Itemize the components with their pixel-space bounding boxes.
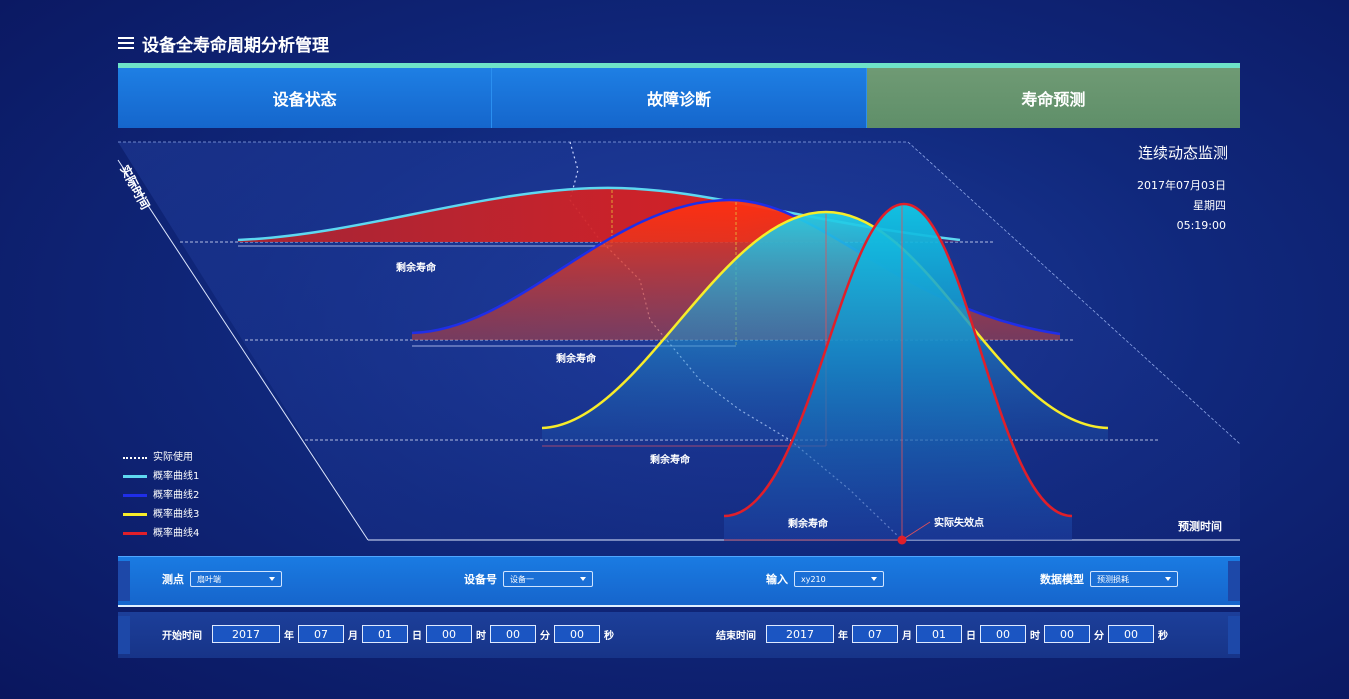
measure-point-label: 测点 [162,573,184,586]
legend-label: 实际使用 [153,452,193,463]
legend-label: 概率曲线1 [153,471,200,482]
hour-unit: 时 [476,630,486,642]
end-minute-input[interactable]: 00 [1044,625,1090,643]
tab-life-prediction[interactable]: 寿命预测 [866,68,1240,128]
end-time-row: 结束时间 2017 年 07 月 01 日 00 时 00 分 00 秒 [716,625,1168,643]
chevron-down-icon [1165,577,1171,581]
second-unit: 秒 [1158,630,1168,642]
chevron-down-icon [580,577,586,581]
second-unit: 秒 [604,630,614,642]
year-unit: 年 [838,630,848,642]
chart-legend: 实际使用 概率曲线1 概率曲线2 概率曲线3 概率曲线4 [123,448,199,543]
control-bar: 测点 扇叶端 设备号 设备一 输入 xy210 数据模型 预测损耗 [118,556,1240,607]
device-no-select[interactable]: 设备一 [503,571,593,587]
input-control: 输入 xy210 [766,571,884,587]
chevron-down-icon [871,577,877,581]
start-time-row: 开始时间 2017 年 07 月 01 日 00 时 00 分 00 秒 [162,625,614,643]
x-axis-label: 预测时间 [1178,519,1222,533]
curve-4 [723,202,1073,518]
day-unit: 日 [412,630,422,642]
legend-item-actual: 实际使用 [123,448,199,467]
legend-swatch [123,456,147,459]
measure-point-control: 测点 扇叶端 [162,571,282,587]
input-value: xy210 [801,574,826,584]
hour-unit: 时 [1030,630,1040,642]
curve-3 [541,210,1109,430]
start-day-input[interactable]: 01 [362,625,408,643]
device-no-value: 设备一 [510,574,534,584]
tab-bar: 设备状态 故障诊断 寿命预测 [118,68,1240,128]
remaining-life-label-1: 剩余寿命 [396,261,437,274]
tab-fault-diagnosis[interactable]: 故障诊断 [492,68,867,128]
data-model-select[interactable]: 预测损耗 [1090,571,1178,587]
failure-point-marker[interactable] [897,535,907,545]
data-model-value: 预测损耗 [1097,574,1129,584]
start-year-input[interactable]: 2017 [212,625,280,643]
app-header: 设备全寿命周期分析管理 [118,28,329,58]
remaining-life-label-2: 剩余寿命 [556,352,597,365]
device-no-label: 设备号 [464,573,497,586]
failure-point-label: 实际失效点 [934,516,984,529]
legend-swatch [123,475,147,478]
monitor-time: 05:19:00 [1176,219,1226,232]
data-model-control: 数据模型 预测损耗 [1040,571,1178,587]
legend-swatch [123,513,147,516]
month-unit: 月 [902,630,912,642]
legend-item-curve-4: 概率曲线4 [123,524,199,543]
page-title: 设备全寿命周期分析管理 [142,35,329,56]
start-month-input[interactable]: 07 [298,625,344,643]
month-unit: 月 [348,630,358,642]
accent-line [118,63,1240,68]
monitor-datetime: 2017年07月03日 星期四 05:19:00 [1100,176,1226,236]
remaining-life-label-3: 剩余寿命 [650,453,691,466]
start-minute-input[interactable]: 00 [490,625,536,643]
legend-item-curve-2: 概率曲线2 [123,486,199,505]
failure-point-leader [901,521,931,541]
start-second-input[interactable]: 00 [554,625,600,643]
end-second-input[interactable]: 00 [1108,625,1154,643]
legend-item-curve-1: 概率曲线1 [123,467,199,486]
legend-swatch [123,494,147,497]
end-year-input[interactable]: 2017 [766,625,834,643]
tab-device-status[interactable]: 设备状态 [118,68,493,128]
legend-label: 概率曲线4 [153,528,200,539]
remaining-life-label-4: 剩余寿命 [788,517,829,530]
y-axis-line [117,159,369,541]
end-month-input[interactable]: 07 [852,625,898,643]
monitor-title: 连续动态监测 [1137,144,1228,162]
end-time-label: 结束时间 [716,630,756,642]
menu-icon[interactable] [118,37,134,49]
legend-item-curve-3: 概率曲线3 [123,505,199,524]
measure-point-select[interactable]: 扇叶端 [190,571,282,587]
chevron-down-icon [269,577,275,581]
measure-point-value: 扇叶端 [197,574,221,584]
time-range-bar: 开始时间 2017 年 07 月 01 日 00 时 00 分 00 秒 结束时… [118,612,1240,658]
end-hour-input[interactable]: 00 [980,625,1026,643]
legend-label: 概率曲线3 [153,509,200,520]
legend-swatch [123,532,147,535]
curve-4-fill [724,204,1072,540]
start-hour-input[interactable]: 00 [426,625,472,643]
minute-unit: 分 [1094,630,1104,642]
minute-unit: 分 [540,630,550,642]
monitor-weekday: 星期四 [1193,199,1226,212]
end-day-input[interactable]: 01 [916,625,962,643]
day-unit: 日 [966,630,976,642]
input-select[interactable]: xy210 [794,571,884,587]
legend-label: 概率曲线2 [153,490,200,501]
input-label: 输入 [766,573,788,586]
year-unit: 年 [284,630,294,642]
monitor-date: 2017年07月03日 [1137,179,1226,192]
device-no-control: 设备号 设备一 [464,571,593,587]
data-model-label: 数据模型 [1040,573,1084,586]
start-time-label: 开始时间 [162,630,202,642]
